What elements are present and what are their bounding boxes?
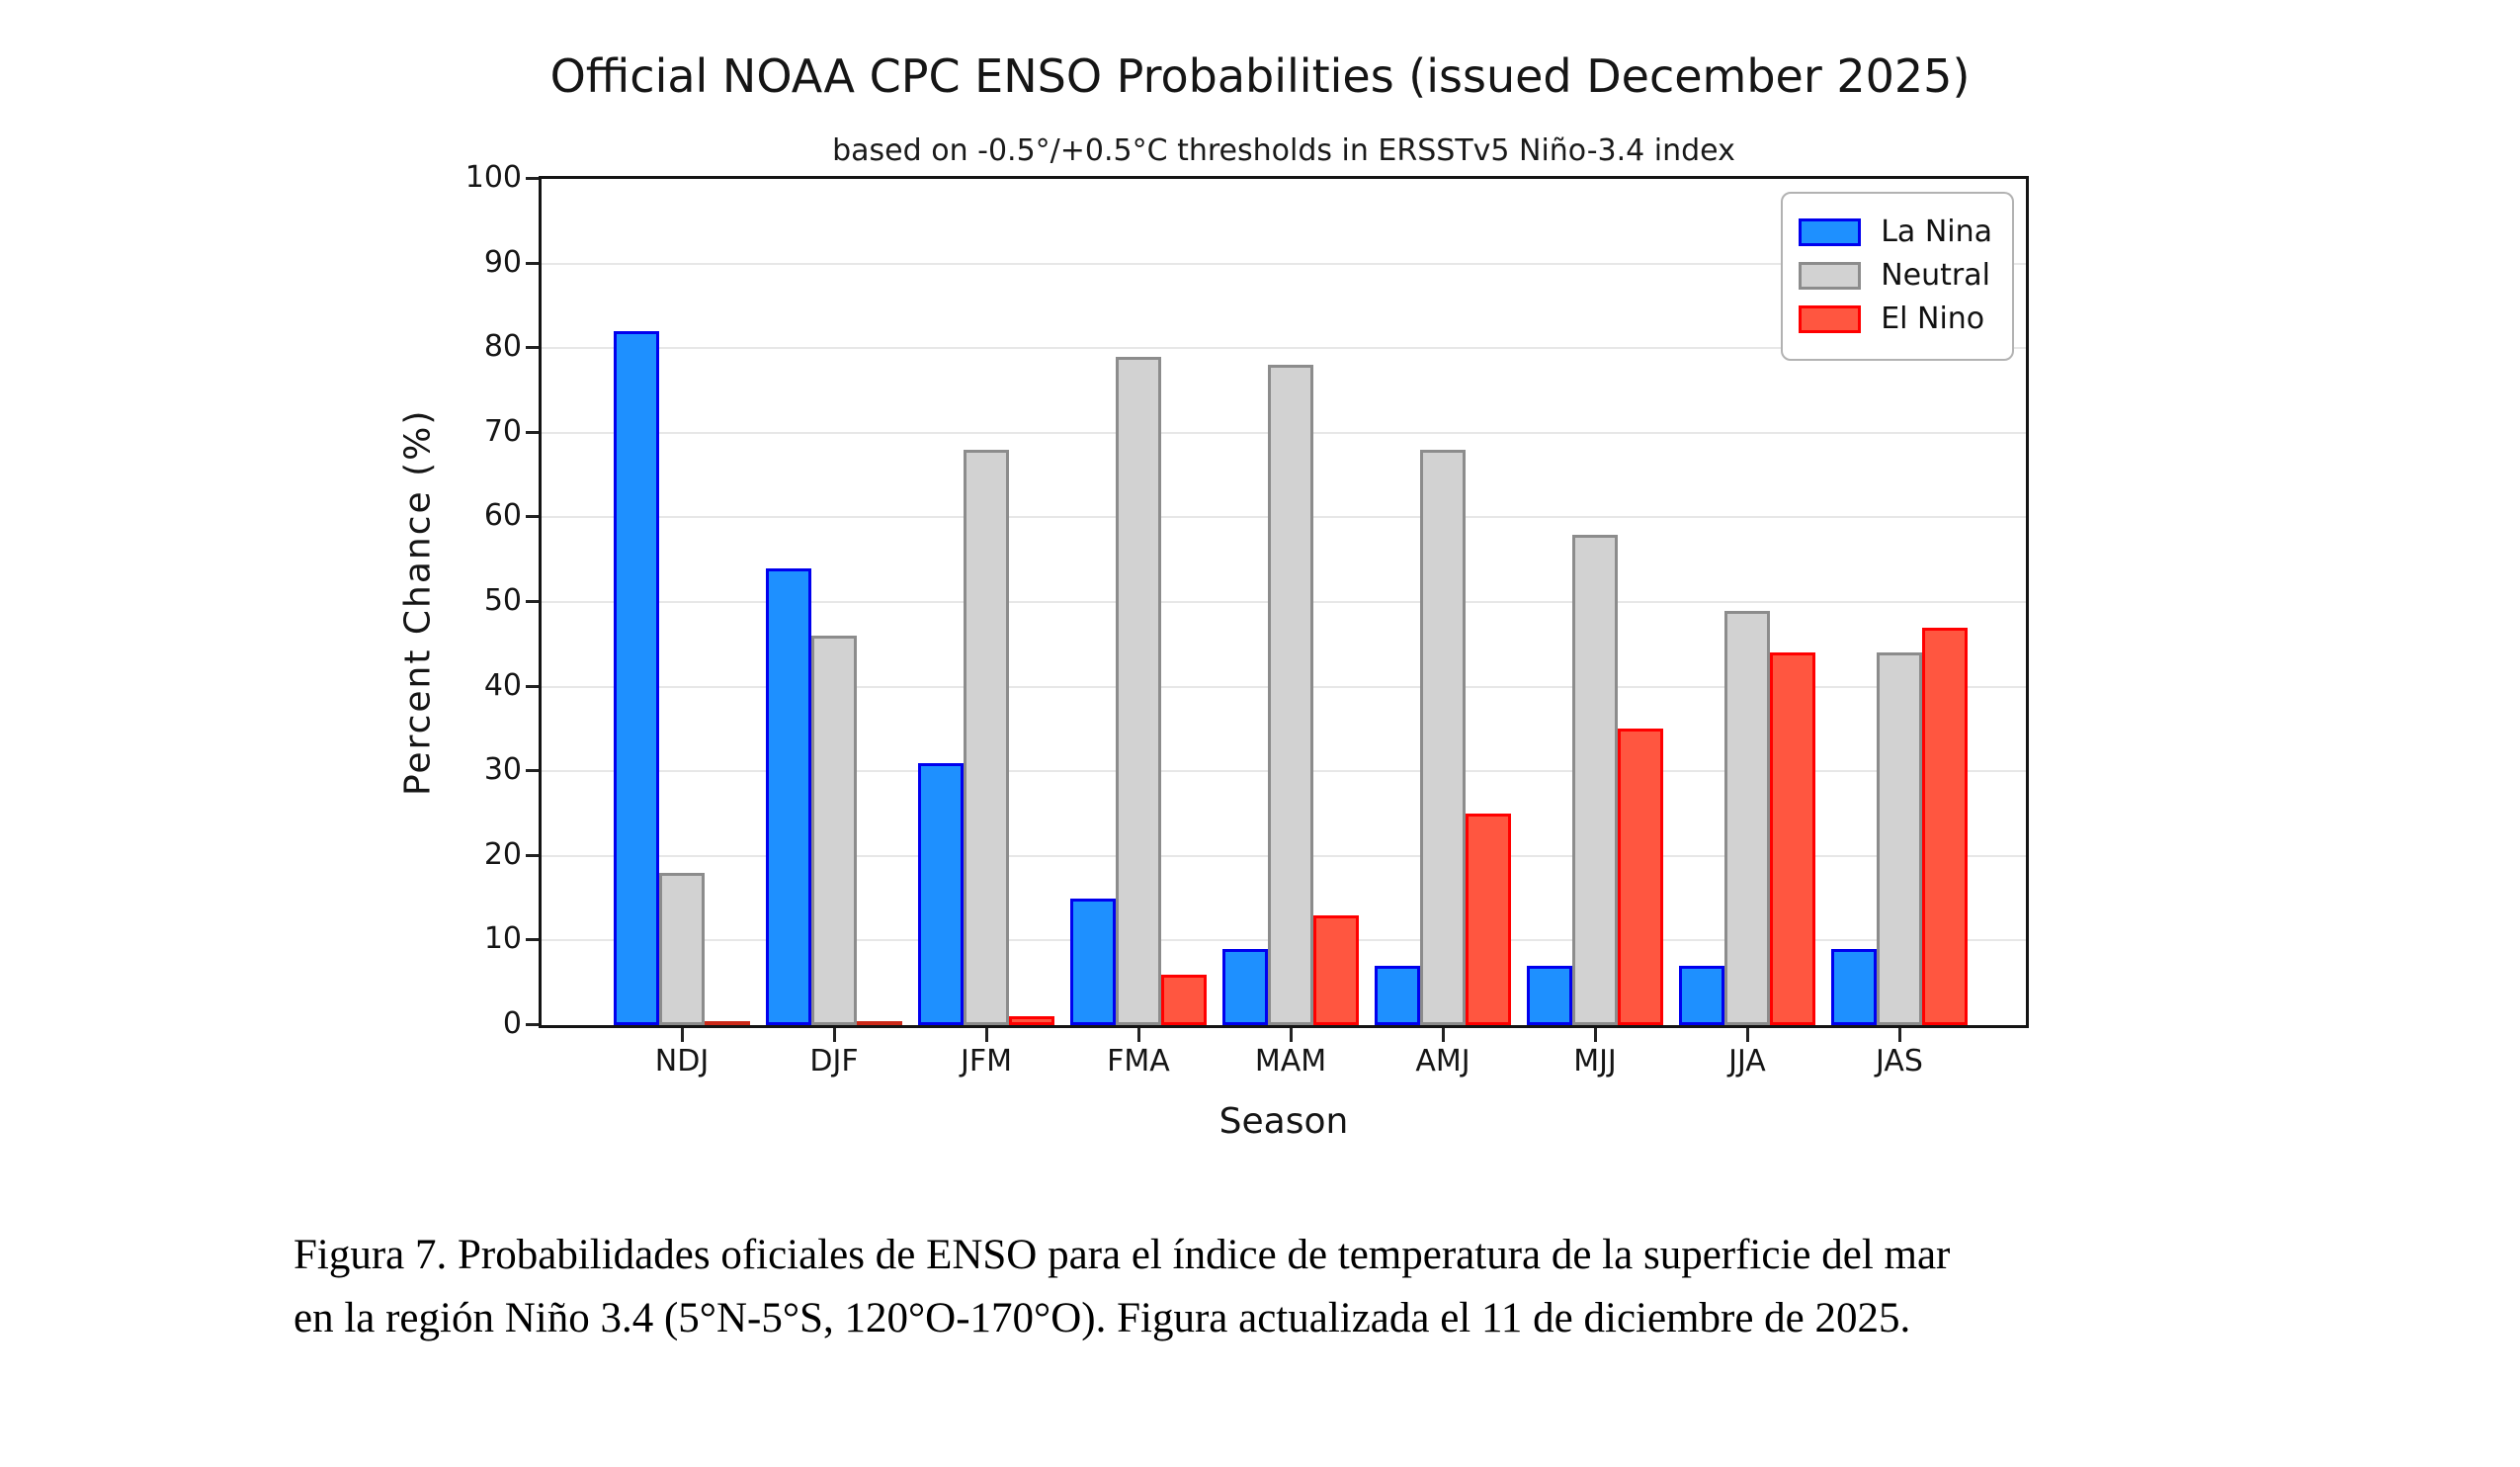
x-tick-label-jja: JJA <box>1728 1044 1766 1079</box>
y-tick-label-20: 20 <box>483 836 522 872</box>
x-tick-mark-jja <box>1746 1028 1749 1042</box>
x-tick-label-mam: MAM <box>1254 1044 1327 1079</box>
bar-neutral-amj <box>1420 450 1466 1025</box>
x-tick-mark-mjj <box>1594 1028 1597 1042</box>
bar-neutral-jja <box>1724 611 1770 1025</box>
bar-el-nino-amj <box>1466 814 1511 1025</box>
x-tick-mark-ndj <box>681 1028 684 1042</box>
legend-swatch-el-nino <box>1799 304 1862 333</box>
bar-la-nina-djf <box>766 568 811 1025</box>
y-tick-mark-70 <box>526 430 539 434</box>
caption-line: en la región Niño 3.4 (5°N-5°S, 120°O-17… <box>294 1295 1911 1341</box>
y-tick-label-70: 70 <box>483 413 522 449</box>
y-tick-label-50: 50 <box>483 583 522 618</box>
y-tick-label-100: 100 <box>464 160 522 195</box>
bar-neutral-jas <box>1877 652 1922 1025</box>
x-tick-mark-djf <box>833 1028 836 1042</box>
legend-item-el-nino: El Nino <box>1799 302 1992 336</box>
caption-line: Figura 7. Probabilidades oficiales de EN… <box>294 1232 1951 1278</box>
x-tick-mark-fma <box>1137 1028 1140 1042</box>
bar-el-nino-jas <box>1922 628 1968 1025</box>
legend-label-neutral: Neutral <box>1881 258 1990 293</box>
gridline-90 <box>542 262 2026 265</box>
bar-neutral-mjj <box>1572 535 1618 1025</box>
x-tick-mark-amj <box>1442 1028 1445 1042</box>
y-tick-label-90: 90 <box>483 244 522 280</box>
y-tick-mark-80 <box>526 346 539 350</box>
y-tick-mark-0 <box>526 1023 539 1026</box>
x-tick-label-djf: DJF <box>809 1044 859 1079</box>
y-tick-mark-10 <box>526 938 539 942</box>
figure-caption: Figura 7. Probabilidades oficiales de EN… <box>294 1224 2270 1350</box>
legend-label-la-nina: La Nina <box>1881 215 1992 249</box>
gridline-80 <box>542 347 2026 350</box>
y-tick-label-10: 10 <box>483 921 522 957</box>
x-tick-label-amj: AMJ <box>1415 1044 1470 1079</box>
y-tick-label-60: 60 <box>483 498 522 534</box>
x-tick-label-ndj: NDJ <box>654 1044 710 1079</box>
bar-el-nino-mjj <box>1618 729 1663 1025</box>
y-tick-label-0: 0 <box>502 1006 522 1041</box>
x-axis-label: Season <box>1218 1101 1349 1142</box>
bar-el-nino-djf <box>857 1021 902 1025</box>
y-tick-mark-40 <box>526 684 539 688</box>
x-tick-label-jfm: JFM <box>961 1044 1012 1079</box>
bar-el-nino-jja <box>1770 652 1815 1025</box>
bar-la-nina-amj <box>1375 966 1420 1025</box>
chart-subtitle: based on -0.5°/+0.5°C thresholds in ERSS… <box>832 133 1735 168</box>
bar-el-nino-fma <box>1161 975 1207 1025</box>
bar-la-nina-jja <box>1679 966 1724 1025</box>
y-tick-mark-60 <box>526 515 539 519</box>
legend-swatch-la-nina <box>1799 217 1862 246</box>
bar-la-nina-mam <box>1222 949 1268 1025</box>
bar-el-nino-ndj <box>705 1021 750 1025</box>
bar-la-nina-jfm <box>918 763 964 1025</box>
legend-swatch-neutral <box>1799 261 1862 290</box>
bar-neutral-ndj <box>659 873 705 1025</box>
bar-neutral-jfm <box>964 450 1009 1025</box>
x-tick-label-jas: JAS <box>1876 1044 1923 1079</box>
y-tick-label-30: 30 <box>483 752 522 788</box>
y-tick-mark-90 <box>526 261 539 265</box>
legend-item-la-nina: La Nina <box>1799 215 1992 249</box>
bar-la-nina-fma <box>1070 899 1116 1025</box>
bar-neutral-mam <box>1268 365 1313 1025</box>
y-tick-mark-30 <box>526 769 539 773</box>
legend-label-el-nino: El Nino <box>1881 302 1985 336</box>
bar-el-nino-jfm <box>1009 1016 1054 1025</box>
bar-neutral-fma <box>1116 357 1161 1025</box>
legend: La Nina Neutral El Nino <box>1781 192 2014 361</box>
bar-la-nina-jas <box>1831 949 1877 1025</box>
x-tick-mark-jas <box>1898 1028 1901 1042</box>
x-tick-label-mjj: MJJ <box>1573 1044 1617 1079</box>
x-tick-label-fma: FMA <box>1107 1044 1170 1079</box>
y-tick-mark-20 <box>526 853 539 857</box>
y-tick-label-40: 40 <box>483 667 522 703</box>
legend-item-neutral: Neutral <box>1799 258 1992 293</box>
bar-la-nina-mjj <box>1527 966 1572 1025</box>
x-tick-mark-jfm <box>985 1028 988 1042</box>
x-tick-mark-mam <box>1290 1028 1293 1042</box>
y-tick-mark-100 <box>526 177 539 180</box>
chart-title: Official NOAA CPC ENSO Probabilities (is… <box>549 49 1971 103</box>
bar-neutral-djf <box>811 636 857 1025</box>
plot-area: La Nina Neutral El Nino <box>539 176 2029 1028</box>
y-tick-mark-50 <box>526 600 539 603</box>
bar-la-nina-ndj <box>614 331 659 1025</box>
y-tick-label-80: 80 <box>483 329 522 365</box>
bar-el-nino-mam <box>1313 915 1359 1025</box>
